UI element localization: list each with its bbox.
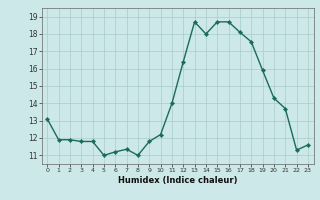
X-axis label: Humidex (Indice chaleur): Humidex (Indice chaleur) bbox=[118, 176, 237, 185]
